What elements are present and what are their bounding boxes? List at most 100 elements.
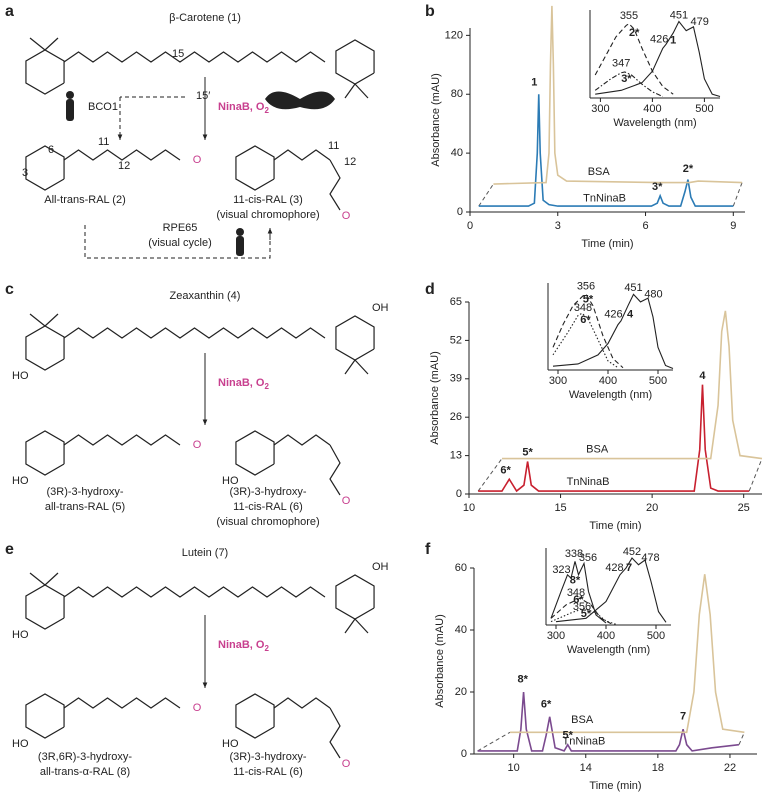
x-tick-label: 300 (591, 103, 609, 115)
peak-label: 4 (699, 370, 706, 382)
x-tick-label: 10 (508, 762, 520, 774)
hydroxyl: HO (12, 475, 29, 487)
x-tick-label: 3 (555, 220, 561, 232)
x-tick-label: 0 (467, 220, 473, 232)
bond (29, 37, 46, 51)
bond (29, 572, 46, 586)
peak-label: 1 (670, 35, 676, 47)
atom-number: 6 (48, 144, 54, 156)
trace (550, 561, 607, 624)
trace (552, 312, 619, 369)
offset-guide (477, 458, 503, 492)
product-name: (3R)-3-hydroxy- (229, 751, 306, 763)
bond (335, 39, 375, 85)
cycle-path (84, 225, 271, 259)
trace (477, 691, 740, 752)
person-icon (66, 99, 74, 121)
offset-guide (732, 182, 743, 207)
oxygen: O (342, 210, 351, 222)
product-name: (visual chromophore) (216, 516, 319, 528)
x-axis-label: Wavelength (nm) (567, 644, 650, 656)
x-tick-label: 25 (738, 502, 750, 514)
moth-icon (265, 91, 335, 110)
panel-letter: a (5, 3, 14, 20)
x-tick-label: 300 (549, 375, 567, 387)
arrow-head (267, 228, 273, 234)
hydroxyl: HO (12, 370, 29, 382)
x-axis-label: Wavelength (nm) (613, 117, 696, 129)
trace (501, 310, 763, 460)
y-tick-label: 0 (461, 748, 467, 760)
x-tick-label: 9 (730, 220, 736, 232)
bond (63, 434, 181, 446)
product-name: All-trans-RAL (2) (44, 194, 126, 206)
trace-label: TnNinaB (563, 736, 606, 748)
x-tick-label: 18 (652, 762, 664, 774)
y-tick-label: 80 (451, 88, 463, 100)
product-name: all-trans-RAL (5) (45, 501, 125, 513)
y-tick-label: 52 (450, 334, 462, 346)
x-tick-label: 14 (580, 762, 592, 774)
peak-label: 5* (583, 294, 594, 306)
trace (552, 293, 674, 369)
bond (354, 83, 369, 99)
bond (235, 430, 275, 476)
peak-label: 479 (691, 16, 709, 28)
compound-name: Lutein (7) (182, 547, 228, 559)
enzyme-subscript: 2 (264, 644, 269, 653)
product-name: (3R)-3-hydroxy- (229, 486, 306, 498)
trace (478, 94, 734, 207)
peak-label: 1 (531, 76, 537, 88)
bond (344, 83, 356, 99)
peak-label: 7 (626, 562, 632, 574)
enzyme-text: NinaB, O (218, 639, 265, 651)
peak-label: 426 (604, 309, 622, 321)
peak-label: 356 (579, 552, 597, 564)
peak-label: 4 (627, 309, 634, 321)
bond (25, 584, 65, 630)
enzyme: NinaB, O2 (218, 377, 269, 391)
trace (550, 607, 617, 625)
peak-label: 426 (650, 34, 668, 46)
bond (354, 618, 369, 634)
panel-letter: e (5, 541, 14, 558)
panel-letter: f (425, 541, 431, 558)
bond (329, 707, 341, 759)
peak-label: 348 (574, 302, 592, 314)
y-tick-label: 40 (455, 624, 467, 636)
trace (493, 5, 743, 185)
bond (335, 315, 375, 361)
peak-label: 480 (644, 288, 662, 300)
y-tick-label: 26 (450, 411, 462, 423)
peak-label: 451 (670, 9, 688, 21)
bond (273, 434, 331, 446)
peak-label: 338 (565, 548, 583, 560)
atom-number: 15′ (196, 90, 210, 102)
atom-number: 3 (22, 167, 28, 179)
peak-label: 452 (623, 546, 641, 558)
peak-label: 478 (641, 552, 659, 564)
arrow-head (117, 134, 123, 140)
y-tick-label: 40 (451, 147, 463, 159)
trace-label: TnNinaB (567, 476, 610, 488)
peak-label: 3* (652, 181, 663, 193)
peak-label: 8* (517, 674, 528, 686)
cycle-label: RPE65 (163, 222, 198, 234)
bond (63, 51, 326, 63)
peak-label: 2* (683, 163, 694, 175)
bond (25, 693, 65, 739)
hydroxyl: HO (222, 738, 239, 750)
enzyme: NinaB, O2 (218, 101, 269, 115)
x-tick-label: 500 (695, 103, 713, 115)
bond (63, 586, 326, 598)
x-tick-label: 20 (646, 502, 658, 514)
cycle-label: (visual cycle) (148, 237, 212, 249)
x-tick-label: 400 (643, 103, 661, 115)
y-tick-label: 0 (456, 488, 462, 500)
x-tick-label: 22 (724, 762, 736, 774)
hydroxyl: HO (222, 475, 239, 487)
bond (63, 327, 326, 339)
atom-number: 11 (98, 136, 109, 148)
bond (29, 313, 46, 327)
x-axis-label: Time (min) (589, 520, 641, 532)
